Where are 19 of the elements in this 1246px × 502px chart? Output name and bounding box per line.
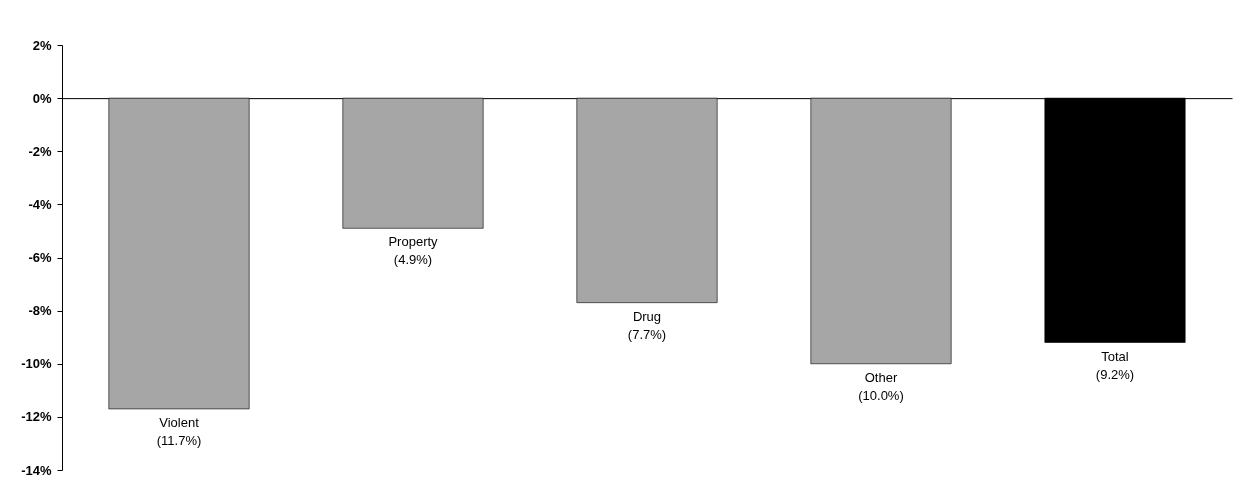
- y-tick-label: -6%: [28, 250, 52, 265]
- x-tick-label: Violent: [159, 414, 200, 430]
- y-tick-label: -10%: [21, 356, 52, 372]
- x-tick-label: Drug: [632, 308, 662, 324]
- y-tick-label: -12%: [21, 409, 52, 425]
- y-tick-label: -8%: [28, 303, 52, 319]
- y-tick-label: 0%: [32, 90, 52, 106]
- x-tick-label: Total: [1101, 348, 1129, 364]
- data-label: (11.7%): [156, 432, 202, 448]
- data-label: (9.2%): [1095, 366, 1135, 382]
- data-label: (7.7%): [627, 326, 667, 342]
- data-label: (4.9%): [393, 252, 433, 268]
- x-tick-label: Property: [388, 234, 439, 250]
- y-tick-label: -14%: [21, 462, 52, 478]
- data-label: (10.0%): [858, 387, 904, 403]
- y-tick-label: -2%: [28, 143, 52, 159]
- y-tick-label: -4%: [28, 196, 52, 212]
- y-tick-label: 2%: [32, 37, 52, 53]
- x-tick-label: Other: [864, 369, 898, 385]
